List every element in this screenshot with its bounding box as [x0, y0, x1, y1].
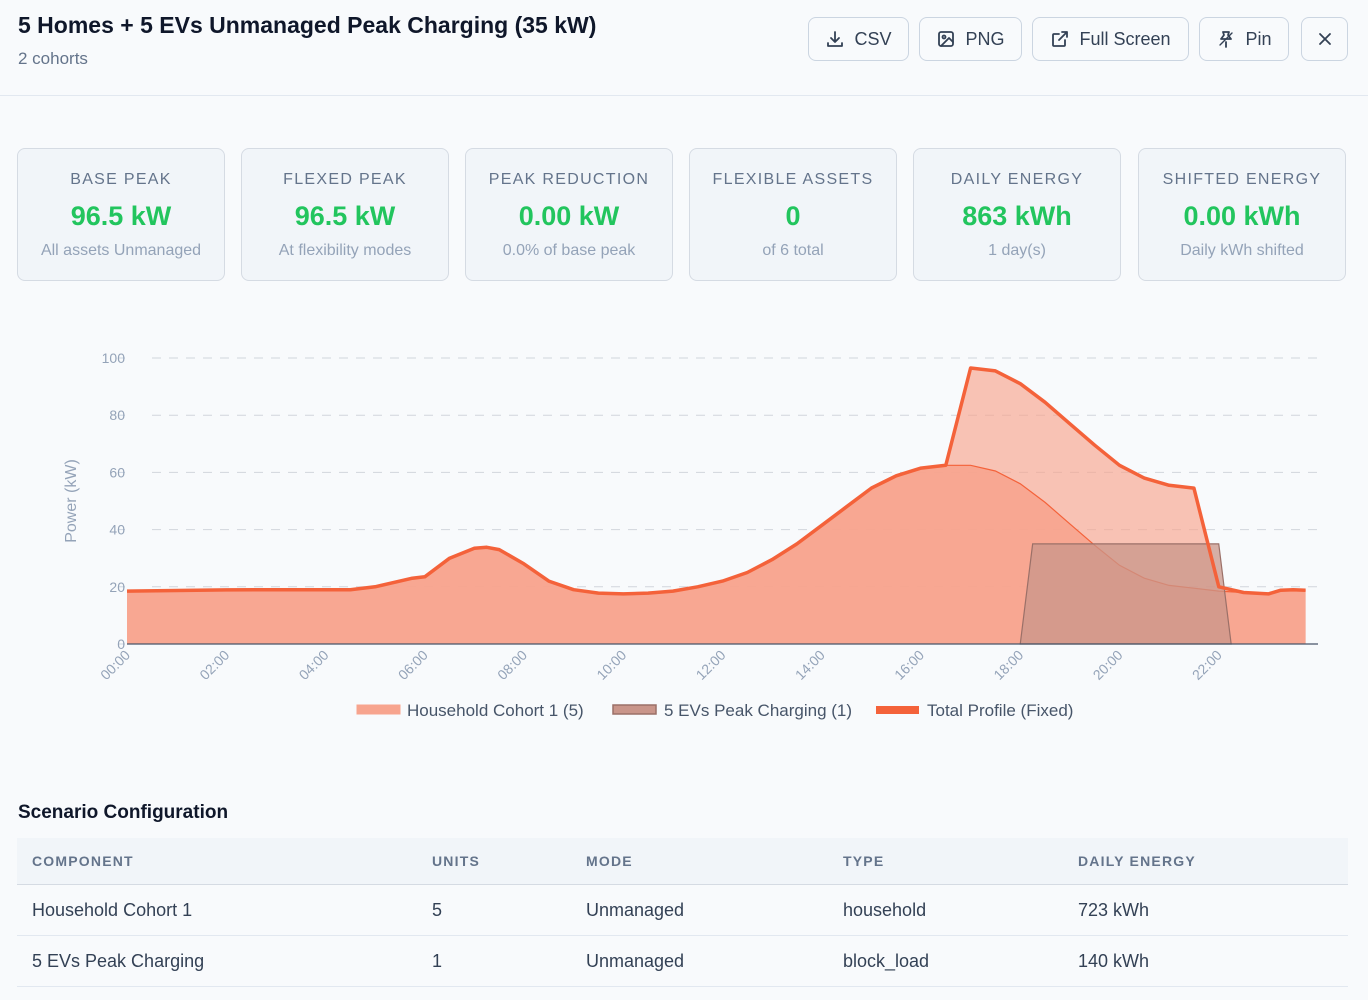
column-header: DAILY ENERGY: [1078, 853, 1196, 869]
x-tick-label: 22:00: [1189, 647, 1225, 683]
csv-button-label: CSV: [854, 28, 892, 49]
card-value: 96.5 kW: [294, 201, 396, 231]
card-daily-energy: DAILY ENERGY 863 kWh 1 day(s): [913, 148, 1121, 281]
config-section-title: Scenario Configuration: [18, 802, 229, 823]
x-tick-label: 14:00: [792, 647, 828, 683]
legend-swatch-total: [876, 706, 919, 714]
image-icon: [938, 31, 955, 47]
y-tick-label: 80: [109, 407, 125, 423]
cell-type: block_load: [843, 950, 930, 971]
x-tick-label: 02:00: [196, 647, 232, 683]
y-axis-title: Power (kW): [63, 459, 80, 543]
fullscreen-button[interactable]: Full Screen: [1032, 17, 1189, 61]
cell-daily-energy: 723 kWh: [1078, 899, 1150, 920]
fullscreen-button-label: Full Screen: [1079, 28, 1171, 49]
x-tick-label: 18:00: [990, 647, 1026, 683]
y-tick-label: 100: [102, 350, 126, 366]
card-label: FLEXED PEAK: [283, 171, 407, 188]
x-tick-label: 12:00: [693, 647, 729, 683]
card-subtext: 1 day(s): [988, 242, 1046, 259]
card-value: 0.00 kWh: [1183, 201, 1301, 231]
card-subtext: of 6 total: [762, 242, 824, 259]
pin-button[interactable]: Pin: [1199, 17, 1289, 61]
x-tick-label: 00:00: [97, 647, 133, 683]
household-cohort-area: [127, 465, 1306, 644]
card-label: FLEXIBLE ASSETS: [712, 171, 874, 188]
cell-units: 5: [432, 899, 443, 920]
dialog-title: 5 Homes + 5 EVs Unmanaged Peak Charging …: [18, 12, 597, 38]
card-value: 0.00 kW: [518, 201, 620, 231]
y-tick-label: 40: [109, 522, 125, 538]
png-button-label: PNG: [965, 28, 1005, 49]
card-label: BASE PEAK: [70, 171, 172, 188]
dialog-header: 5 Homes + 5 EVs Unmanaged Peak Charging …: [0, 0, 1368, 96]
table-header: COMPONENT UNITS MODE TYPE DAILY ENERGY: [17, 838, 1348, 885]
card-label: PEAK REDUCTION: [488, 171, 650, 188]
close-button[interactable]: [1301, 17, 1348, 61]
card-subtext: At flexibility modes: [278, 242, 412, 259]
total-profile-line: [126, 366, 1306, 596]
table-row: 5 EVs Peak Charging 1 Unmanaged block_lo…: [17, 936, 1348, 987]
cohort-count: 2 cohorts: [18, 49, 88, 68]
card-value: 96.5 kW: [70, 201, 172, 231]
card-flexible-assets: FLEXIBLE ASSETS 0 of 6 total: [689, 148, 897, 281]
pin-icon: [1219, 31, 1234, 48]
csv-button[interactable]: CSV: [808, 17, 909, 61]
card-label: DAILY ENERGY: [950, 171, 1084, 188]
x-tick-label: 16:00: [891, 647, 927, 683]
x-tick-label: 10:00: [593, 647, 629, 683]
card-subtext: 0.0% of base peak: [502, 242, 636, 259]
card-subtext: All assets Unmanaged: [40, 242, 202, 259]
legend-swatch-household: [356, 704, 401, 715]
y-tick-label: 0: [117, 636, 125, 652]
card-value: 0: [785, 201, 801, 231]
table-row: Household Cohort 1 5 Unmanaged household…: [17, 885, 1348, 936]
pin-button-label: Pin: [1245, 28, 1272, 49]
config-table: COMPONENT UNITS MODE TYPE DAILY ENERGY H…: [17, 838, 1348, 987]
x-tick-label: 04:00: [296, 647, 332, 683]
y-tick-label: 60: [109, 464, 125, 480]
x-tick-label: 06:00: [395, 647, 431, 683]
column-header: MODE: [586, 853, 633, 869]
cell-units: 1: [432, 950, 443, 971]
column-header: COMPONENT: [32, 853, 134, 869]
cell-daily-energy: 140 kWh: [1078, 950, 1150, 971]
column-header: TYPE: [843, 853, 885, 869]
card-value: 863 kWh: [962, 201, 1072, 231]
ev-charging-block: [1019, 543, 1232, 645]
download-icon: [827, 31, 844, 47]
legend-label: Household Cohort 1 (5): [407, 701, 584, 720]
card-flexed-peak: FLEXED PEAK 96.5 kW At flexibility modes: [241, 148, 449, 281]
column-header: UNITS: [432, 853, 480, 869]
power-profile-chart: 0 20 40 60 80 100 Power (kW) 00:00 02:00 04:00 06:…: [63, 350, 1318, 720]
card-peak-reduction: PEAK REDUCTION 0.00 kW 0.0% of base peak: [465, 148, 673, 281]
cell-component: 5 EVs Peak Charging: [32, 950, 205, 971]
card-shifted-energy: SHIFTED ENERGY 0.00 kWh Daily kWh shifte…: [1138, 148, 1346, 281]
x-tick-label: 08:00: [494, 647, 530, 683]
cell-type: household: [843, 899, 927, 920]
external-link-icon: [1052, 31, 1069, 47]
card-subtext: Daily kWh shifted: [1180, 242, 1304, 259]
y-tick-label: 20: [109, 579, 125, 595]
cell-component: Household Cohort 1: [32, 899, 193, 920]
legend-label: Total Profile (Fixed): [927, 701, 1073, 720]
cell-mode: Unmanaged: [586, 899, 685, 920]
cell-mode: Unmanaged: [586, 950, 685, 971]
card-base-peak: BASE PEAK 96.5 kW All assets Unmanaged: [17, 148, 225, 281]
summary-cards: BASE PEAK 96.5 kW All assets Unmanaged F…: [17, 148, 1348, 281]
png-button[interactable]: PNG: [919, 17, 1022, 61]
x-tick-label: 20:00: [1090, 647, 1126, 683]
legend-swatch-ev: [612, 704, 657, 715]
close-icon: [1318, 33, 1331, 45]
legend-label: 5 EVs Peak Charging (1): [664, 701, 852, 720]
card-label: SHIFTED ENERGY: [1162, 171, 1322, 188]
